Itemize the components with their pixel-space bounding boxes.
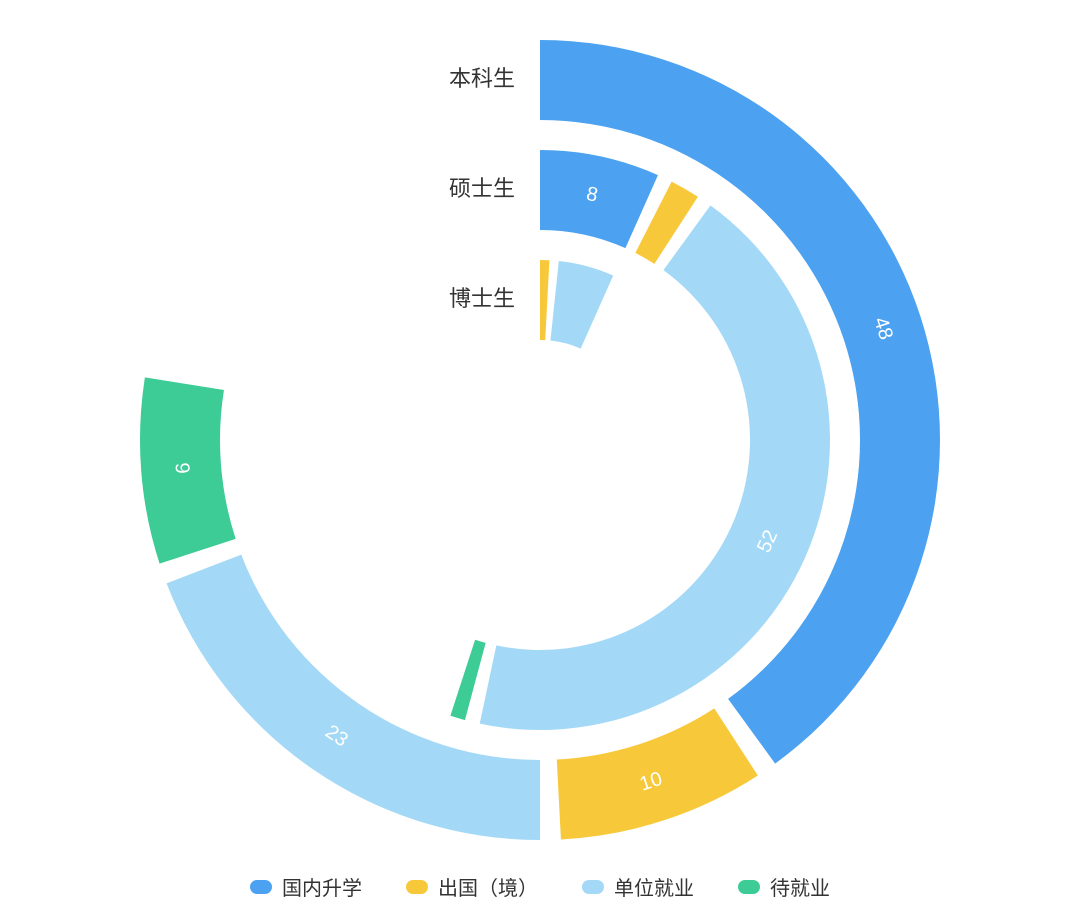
legend-item-employed[interactable]: 单位就业 — [582, 872, 694, 901]
legend-dot-abroad — [406, 880, 428, 894]
legend-label: 单位就业 — [614, 872, 694, 901]
chart-svg: 本科生4810239硕士生852博士生 — [0, 0, 1080, 918]
ring-label-masters: 硕士生 — [449, 176, 515, 201]
ring-label-phd: 博士生 — [449, 286, 515, 311]
legend-dot-employed — [582, 880, 604, 894]
value-label-undergrad-unemployed: 9 — [170, 462, 193, 475]
legend-label: 国内升学 — [282, 872, 362, 901]
arc-masters-employed — [480, 205, 830, 730]
arc-undergrad-employed — [167, 555, 540, 840]
radial-donut-chart: 本科生4810239硕士生852博士生 国内升学出国（境）单位就业待就业 — [0, 0, 1080, 918]
arc-phd-abroad — [540, 260, 549, 340]
arc-phd-employed — [550, 261, 613, 349]
legend-item-domestic[interactable]: 国内升学 — [250, 872, 362, 901]
ring-label-undergrad: 本科生 — [449, 66, 515, 91]
legend-item-abroad[interactable]: 出国（境） — [406, 872, 538, 901]
arc-masters-domestic — [540, 150, 658, 248]
legend-label: 出国（境） — [438, 872, 538, 901]
legend-dot-unemployed — [738, 880, 760, 894]
legend-label: 待就业 — [770, 872, 830, 901]
legend: 国内升学 出国（境） 单位就业 待就业 — [0, 872, 1080, 901]
legend-dot-domestic — [250, 880, 272, 894]
legend-item-unemployed[interactable]: 待就业 — [738, 872, 830, 901]
arc-masters-unemployed — [450, 640, 485, 720]
